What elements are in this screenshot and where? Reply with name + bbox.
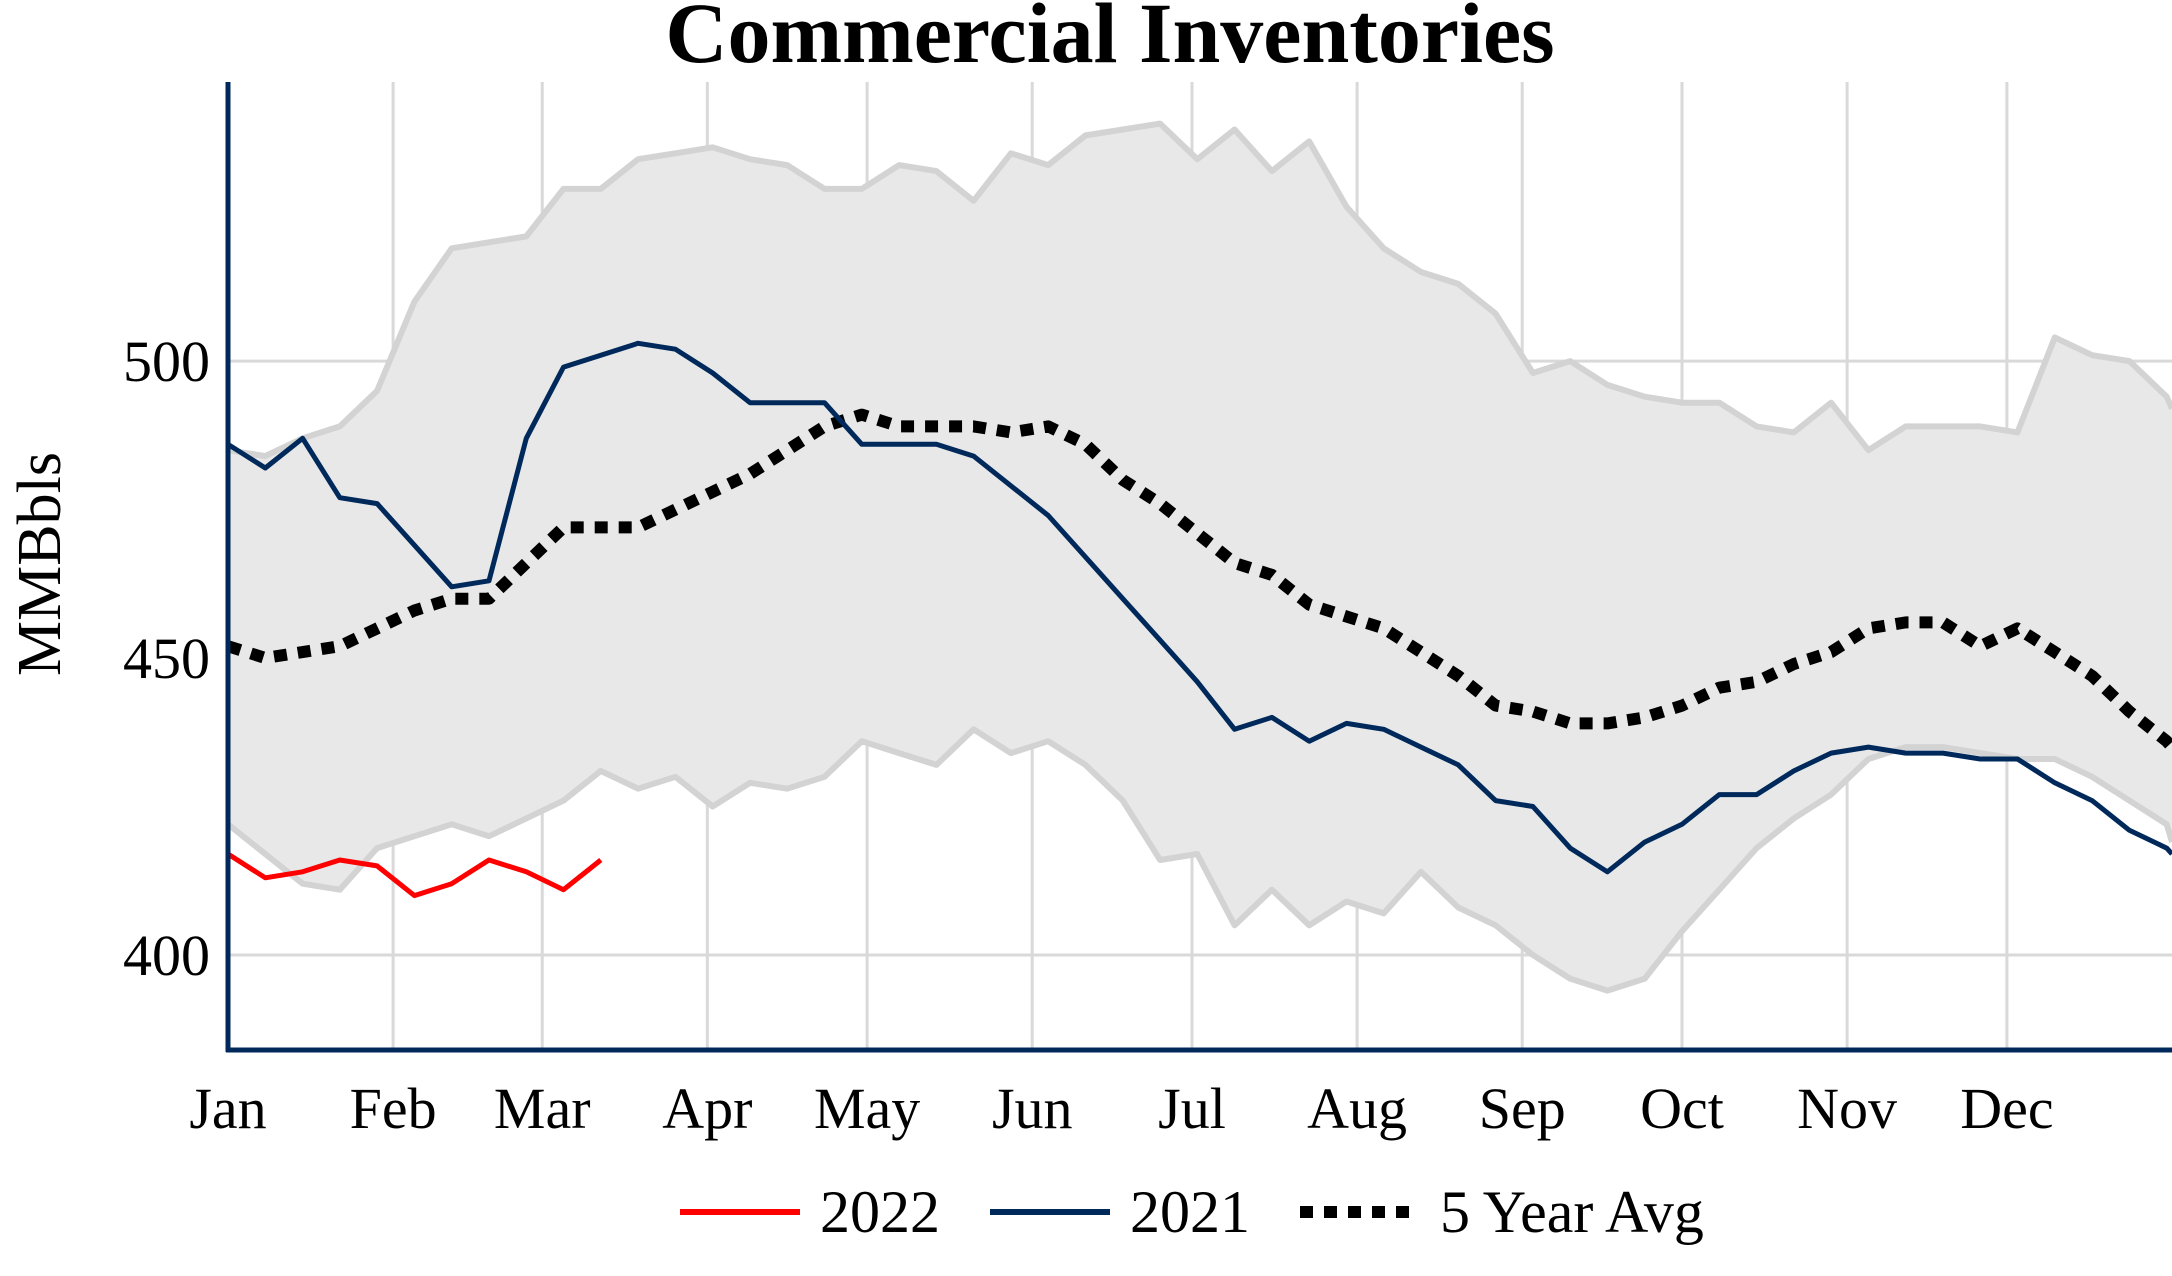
axes	[225, 82, 2172, 1053]
x-tick-label: Jun	[992, 1076, 1073, 1141]
series-line-2022	[226, 851, 603, 899]
range-band-fill	[228, 123, 2172, 991]
tick-labels: Jan Feb Mar Apr May Jun Jul Aug Sep Oct Nov Dec 400 4…	[123, 329, 2054, 1141]
x-tick-label: Mar	[494, 1076, 591, 1141]
legend-label-5-year-avg: 5 Year Avg	[1440, 1179, 1704, 1245]
legend-label-2022: 2022	[820, 1179, 940, 1245]
five-year-range-band	[226, 120, 2172, 994]
series-line-5-year-avg	[226, 408, 2172, 752]
x-tick-label: Feb	[350, 1076, 437, 1141]
x-tick-label: Oct	[1640, 1076, 1724, 1141]
legend-label-2021: 2021	[1130, 1179, 1250, 1245]
x-tick-label: Sep	[1479, 1076, 1566, 1141]
chart-title: Commercial Inventories	[665, 0, 1554, 81]
x-tick-label: Aug	[1307, 1076, 1407, 1141]
x-tick-label: Apr	[662, 1076, 752, 1141]
x-tick-label: May	[814, 1076, 920, 1141]
y-tick-label: 450	[123, 626, 210, 691]
x-tick-label: Jul	[1158, 1076, 1226, 1141]
x-tick-label: Dec	[1960, 1076, 2053, 1141]
y-tick-label: 400	[123, 923, 210, 988]
y-axis-label: MMBbls	[6, 452, 74, 676]
x-tick-label: Jan	[189, 1076, 266, 1141]
range-band-upper-line	[227, 120, 2172, 460]
series-line-2021	[226, 340, 2172, 875]
x-tick-label: Nov	[1797, 1076, 1897, 1141]
y-tick-label: 500	[123, 329, 210, 394]
series-lines	[226, 340, 2172, 899]
legend: 2022 2021 5 Year Avg	[680, 1179, 1704, 1245]
range-band-lower-line	[226, 726, 2172, 994]
